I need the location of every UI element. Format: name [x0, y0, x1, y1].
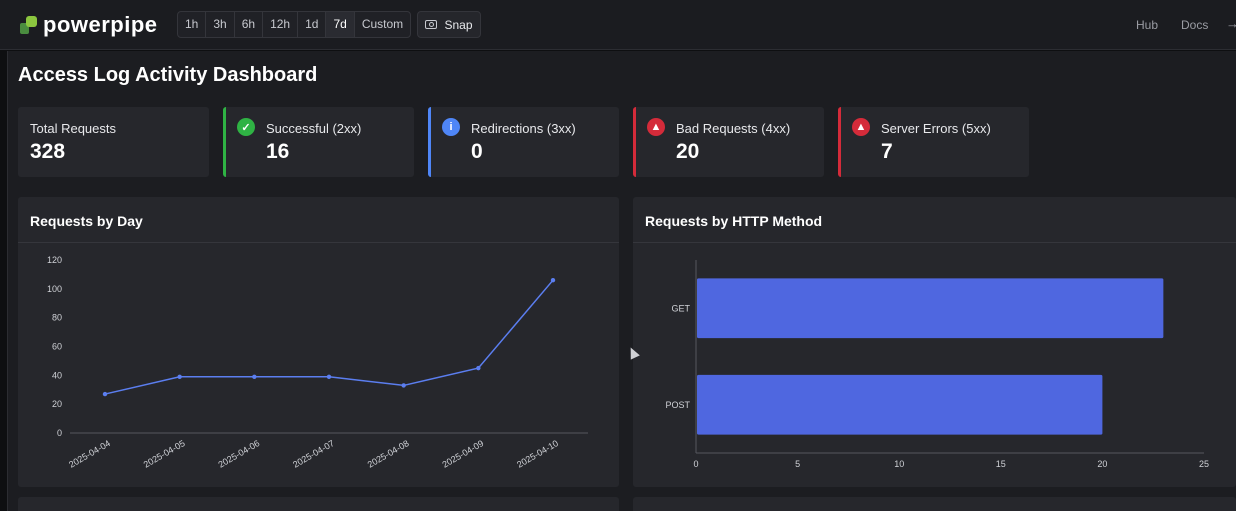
y-tick-label: 0 [57, 428, 62, 438]
panel-divider [18, 242, 619, 243]
next-panel-edge [18, 497, 619, 511]
x-tick-label: 5 [795, 459, 800, 469]
server-errors-card: ▲ Server Errors (5xx) 7 [838, 107, 1029, 177]
range-1d-button[interactable]: 1d [298, 12, 327, 37]
requests-by-day-chart: 0 20 40 60 80 100 120 2025-04-04 2025-04-05 2025-… [47, 255, 588, 470]
data-point [102, 391, 108, 397]
x-tick-label: 2025-04-06 [216, 438, 261, 470]
range-7d-button[interactable]: 7d [326, 12, 355, 37]
y-tick-label: 60 [52, 342, 62, 352]
card-value: 0 [471, 140, 483, 163]
requests-by-day-panel: Requests by Day 0 20 40 60 80 100 120 2025-04-0… [18, 197, 619, 487]
range-custom-button[interactable]: Custom [361, 17, 404, 31]
x-tick-label: 2025-04-10 [515, 438, 560, 470]
y-tick-label: 100 [47, 284, 62, 294]
redirections-card: i Redirections (3xx) 0 [428, 107, 619, 177]
data-point [177, 374, 182, 379]
y-tick-label: 80 [52, 313, 62, 323]
card-value: 16 [266, 140, 290, 163]
panel-divider [633, 242, 1236, 243]
brand-logo[interactable]: powerpipe [18, 12, 158, 38]
camera-icon [425, 20, 438, 29]
docs-link[interactable]: Docs [1181, 18, 1209, 32]
bar-get [697, 278, 1164, 339]
data-point [401, 383, 406, 388]
data-point [326, 374, 332, 379]
powerpipe-logo-icon [18, 14, 38, 36]
panel-title: Requests by HTTP Method [645, 213, 823, 229]
bad-requests-card: ▲ Bad Requests (4xx) 20 [633, 107, 824, 177]
hub-link[interactable]: Hub [1136, 18, 1159, 32]
successful-card: ✓ Successful (2xx) 16 [223, 107, 414, 177]
card-value: 7 [881, 140, 893, 163]
requests-by-method-panel: Requests by HTTP Method 0 5 10 15 20 25 GET POS… [633, 197, 1236, 487]
y-tick-label: 120 [47, 255, 62, 265]
x-tick-label: 2025-04-04 [67, 438, 112, 470]
range-6h-button[interactable]: 6h [235, 12, 264, 37]
page-title: Access Log Activity Dashboard [18, 64, 318, 86]
bar-post [697, 374, 1103, 435]
card-label: Successful (2xx) [266, 121, 362, 136]
x-tick-label: 2025-04-05 [142, 438, 187, 470]
panel-title: Requests by Day [30, 213, 143, 229]
y-tick-label: GET [671, 303, 690, 313]
alert-bell-icon: ▲ [647, 118, 665, 136]
data-point [550, 277, 556, 283]
arrow-right-icon[interactable]: → [1226, 16, 1236, 31]
x-tick-label: 2025-04-07 [291, 438, 336, 470]
next-panel-edge [633, 497, 1236, 511]
card-value: 20 [676, 140, 700, 163]
brand-name: powerpipe [43, 12, 158, 37]
card-label: Total Requests [30, 121, 116, 136]
x-tick-label: 25 [1199, 459, 1209, 469]
card-label: Redirections (3xx) [471, 121, 576, 136]
info-circle-icon: i [442, 118, 460, 136]
x-tick-label: 2025-04-08 [366, 438, 411, 470]
top-bar: powerpipe 1h 3h 6h 12h 1d 7d Custom Snap… [0, 0, 1236, 50]
x-tick-label: 20 [1097, 459, 1107, 469]
total-requests-card: Total Requests 328 [18, 107, 209, 177]
range-1h-button[interactable]: 1h [178, 12, 207, 37]
data-point [252, 374, 257, 379]
time-range-selector: 1h 3h 6h 12h 1d 7d Custom [177, 11, 412, 38]
x-tick-label: 15 [996, 459, 1006, 469]
range-3h-button[interactable]: 3h [206, 12, 235, 37]
x-tick-label: 2025-04-09 [440, 438, 485, 470]
requests-by-method-chart: 0 5 10 15 20 25 GET POST [665, 260, 1209, 469]
y-tick-label: POST [665, 400, 690, 410]
y-tick-label: 20 [52, 399, 62, 409]
x-tick-label: 0 [693, 459, 698, 469]
range-12h-button[interactable]: 12h [263, 12, 299, 37]
data-point [476, 365, 481, 371]
card-label: Server Errors (5xx) [881, 121, 991, 136]
alert-bell-icon: ▲ [852, 118, 870, 136]
snap-label: Snap [444, 17, 473, 32]
x-tick-label: 10 [894, 459, 904, 469]
card-label: Bad Requests (4xx) [676, 121, 791, 136]
y-tick-label: 40 [52, 370, 62, 380]
card-value: 328 [30, 140, 66, 163]
snap-button[interactable]: Snap [417, 11, 481, 38]
check-circle-icon: ✓ [237, 118, 255, 136]
